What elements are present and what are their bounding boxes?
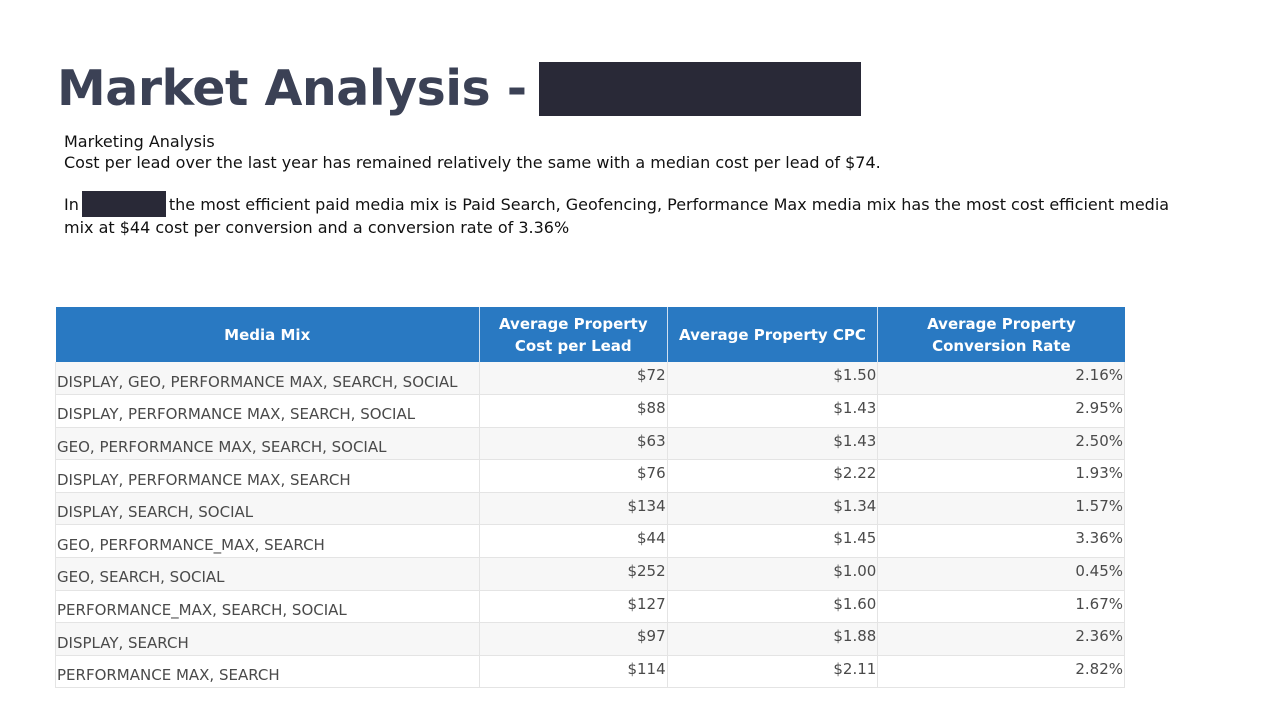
header-media-mix: Media Mix (55, 307, 480, 362)
cell-cost-per-lead: $63 (479, 427, 668, 461)
cell-conversion-rate: 1.93% (877, 459, 1125, 493)
cell-conversion-rate: 1.57% (877, 492, 1125, 526)
cell-cost-per-lead: $134 (479, 492, 668, 526)
analysis-median-line: Cost per lead over the last year has rem… (64, 153, 881, 172)
analysis-heading: Marketing Analysis (64, 132, 215, 151)
header-cpc: Average Property CPC (667, 307, 879, 362)
table-row: DISPLAY, PERFORMANCE MAX, SEARCH, SOCIAL… (55, 394, 1125, 428)
cell-conversion-rate: 2.82% (877, 655, 1125, 689)
cell-cost-per-lead: $97 (479, 622, 668, 656)
cell-media-mix: DISPLAY, SEARCH, SOCIAL (55, 492, 480, 526)
cell-conversion-rate: 3.36% (877, 524, 1125, 559)
cell-conversion-rate: 2.36% (877, 622, 1125, 656)
header-conversion-rate: Average Property Conversion Rate (877, 307, 1125, 362)
cell-cpc: $1.60 (667, 590, 879, 624)
header-cost-per-lead: Average Property Cost per Lead (479, 307, 668, 362)
cell-cost-per-lead: $127 (479, 590, 668, 624)
cell-cost-per-lead: $88 (479, 394, 668, 428)
cell-media-mix: GEO, PERFORMANCE MAX, SEARCH, SOCIAL (55, 427, 480, 461)
cell-conversion-rate: 0.45% (877, 557, 1125, 591)
page-title: Market Analysis - (57, 60, 527, 117)
analysis-efficiency-paragraph: In the most efficient paid media mix is P… (64, 190, 1184, 238)
cell-cpc: $1.43 (667, 394, 879, 428)
table-row: DISPLAY, SEARCH $97 $1.88 2.36% (55, 622, 1125, 656)
table-row: PERFORMANCE MAX, SEARCH $114 $2.11 2.82% (55, 655, 1125, 689)
table-row: DISPLAY, SEARCH, SOCIAL $134 $1.34 1.57% (55, 492, 1125, 526)
cell-cost-per-lead: $44 (479, 524, 668, 559)
cell-cpc: $1.34 (667, 492, 879, 526)
cell-cpc: $1.88 (667, 622, 879, 656)
table-row: DISPLAY, GEO, PERFORMANCE MAX, SEARCH, S… (55, 362, 1125, 396)
table-row: PERFORMANCE_MAX, SEARCH, SOCIAL $127 $1.… (55, 590, 1125, 624)
cell-cpc: $2.22 (667, 459, 879, 493)
title-redaction-block (538, 62, 861, 116)
analysis-text: Marketing Analysis Cost per lead over th… (64, 131, 1184, 238)
cell-media-mix: DISPLAY, SEARCH (55, 622, 480, 656)
cell-cost-per-lead: $252 (479, 557, 668, 591)
cell-cpc: $1.00 (667, 557, 879, 591)
inline-redaction-block (81, 190, 166, 217)
title-row: Market Analysis - (57, 60, 861, 118)
cell-cpc: $1.45 (667, 524, 879, 559)
cell-cpc: $2.11 (667, 655, 879, 689)
cell-cost-per-lead: $76 (479, 459, 668, 493)
analysis-para-body: the most efficient paid media mix is Pai… (64, 195, 1170, 237)
analysis-para-prefix: In (64, 195, 79, 214)
table-row: GEO, PERFORMANCE MAX, SEARCH, SOCIAL $63… (55, 427, 1125, 461)
table-row: DISPLAY, PERFORMANCE MAX, SEARCH $76 $2.… (55, 459, 1125, 493)
cell-conversion-rate: 1.67% (877, 590, 1125, 624)
table-header-row: Media Mix Average Property Cost per Lead… (55, 307, 1125, 362)
cell-media-mix: PERFORMANCE MAX, SEARCH (55, 655, 480, 689)
media-mix-table: Media Mix Average Property Cost per Lead… (55, 307, 1125, 689)
cell-conversion-rate: 2.16% (877, 362, 1125, 396)
cell-media-mix: DISPLAY, GEO, PERFORMANCE MAX, SEARCH, S… (55, 362, 480, 396)
cell-media-mix: GEO, SEARCH, SOCIAL (55, 557, 480, 591)
table-row: GEO, PERFORMANCE_MAX, SEARCH $44 $1.45 3… (55, 524, 1125, 559)
cell-cost-per-lead: $72 (479, 362, 668, 396)
cell-media-mix: DISPLAY, PERFORMANCE MAX, SEARCH (55, 459, 480, 493)
cell-cost-per-lead: $114 (479, 655, 668, 689)
cell-conversion-rate: 2.50% (877, 427, 1125, 461)
cell-cpc: $1.43 (667, 427, 879, 461)
cell-media-mix: DISPLAY, PERFORMANCE MAX, SEARCH, SOCIAL (55, 394, 480, 428)
table-row: GEO, SEARCH, SOCIAL $252 $1.00 0.45% (55, 557, 1125, 591)
cell-conversion-rate: 2.95% (877, 394, 1125, 428)
cell-cpc: $1.50 (667, 362, 879, 396)
cell-media-mix: GEO, PERFORMANCE_MAX, SEARCH (55, 524, 480, 559)
cell-media-mix: PERFORMANCE_MAX, SEARCH, SOCIAL (55, 590, 480, 624)
paragraph-gap (64, 173, 1184, 194)
